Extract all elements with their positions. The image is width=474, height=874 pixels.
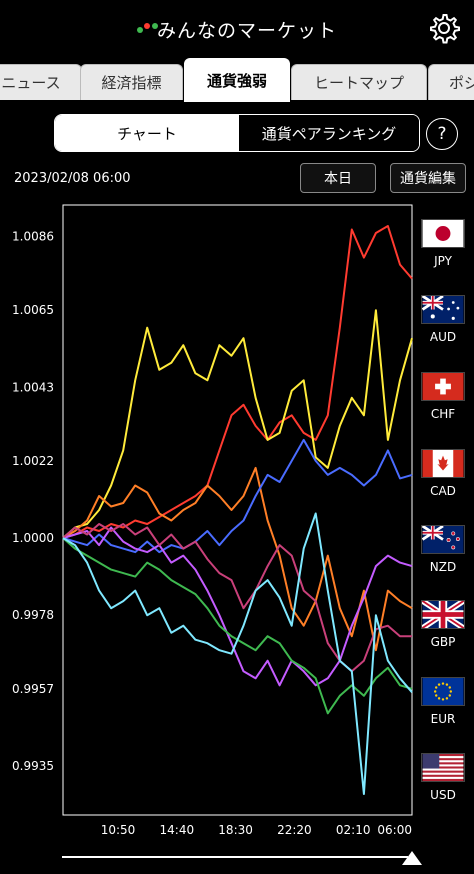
legend-item-gbp: GBP — [419, 600, 467, 649]
legend-item-jpy: JPY — [419, 219, 467, 268]
settings-gear-icon[interactable] — [428, 12, 460, 44]
time-range-slider[interactable] — [62, 848, 422, 866]
segment-chart[interactable]: チャート — [55, 115, 239, 151]
x-tick-label: 18:30 — [218, 823, 253, 837]
app-logo-icon — [137, 23, 158, 33]
flag-jpy-icon — [421, 219, 465, 248]
series-line-gbp — [62, 523, 412, 673]
legend-item-eur: EUR — [419, 677, 467, 726]
chart-datetime: 2023/02/08 06:00 — [14, 171, 131, 186]
series-line-aud — [62, 309, 413, 539]
legend-label: USD — [430, 788, 456, 802]
x-tick-label: 14:40 — [160, 823, 195, 837]
currency-strength-chart[interactable]: 1.0086 1.0065 1.0043 1.0022 1.0000 0.9978 0.99… — [0, 196, 420, 846]
legend-item-usd: USD — [419, 753, 467, 802]
segment-pair-ranking[interactable]: 通貨ペアランキング — [239, 115, 419, 151]
y-tick-label: 0.9978 — [12, 608, 54, 622]
legend-label: GBP — [430, 635, 456, 649]
flag-aud-icon — [421, 295, 465, 324]
legend-label: CAD — [430, 484, 456, 498]
legend-item-nzd: NZD — [419, 525, 467, 574]
y-tick-label: 1.0086 — [12, 230, 54, 244]
x-tick-label: 02:10 — [336, 823, 371, 837]
series-line-chf — [62, 466, 413, 652]
series-line-cad — [62, 438, 413, 554]
series-line-jpy — [62, 225, 413, 539]
help-button[interactable]: ? — [426, 118, 458, 150]
tab-news[interactable]: ニュース — [0, 64, 82, 100]
y-tick-label: 1.0000 — [12, 531, 54, 545]
legend-label: EUR — [430, 712, 456, 726]
series-line-usd — [62, 512, 413, 795]
app-header: みんなのマーケット — [0, 0, 474, 58]
legend-label: CHF — [430, 407, 456, 421]
legend-label: JPY — [434, 254, 452, 268]
y-tick-label: 0.9935 — [12, 759, 54, 773]
flag-gbp-icon — [421, 600, 465, 629]
tab-bar: ニュース 経済指標 通貨強弱 ヒートマップ ポジ — [0, 58, 474, 102]
legend-item-chf: CHF — [419, 372, 467, 421]
x-tick-label: 10:50 — [101, 823, 136, 837]
legend-item-aud: AUD — [419, 295, 467, 344]
edit-currencies-button[interactable]: 通貨編集 — [390, 163, 466, 193]
tab-economic-indicators[interactable]: 経済指標 — [80, 64, 183, 100]
y-tick-label: 0.9957 — [12, 682, 54, 696]
y-tick-label: 1.0065 — [12, 303, 54, 317]
tab-currency-strength[interactable]: 通貨強弱 — [184, 58, 290, 102]
view-segmented-control: チャート 通貨ペアランキング — [54, 114, 420, 152]
flag-chf-icon — [421, 372, 465, 401]
flag-nzd-icon — [421, 525, 465, 554]
flag-eur-icon — [421, 677, 465, 706]
plot-area — [62, 204, 413, 816]
flag-cad-icon — [421, 449, 465, 478]
legend-label: NZD — [429, 560, 457, 574]
legend-label: AUD — [429, 330, 457, 344]
today-button[interactable]: 本日 — [300, 163, 376, 193]
tab-heatmap[interactable]: ヒートマップ — [291, 64, 427, 100]
flag-usd-icon — [421, 753, 465, 782]
y-tick-label: 1.0043 — [12, 380, 54, 394]
legend-item-cad: CAD — [419, 449, 467, 498]
series-line-nzd — [62, 526, 413, 687]
app-title: みんなのマーケット — [156, 19, 337, 42]
slider-handle-icon — [402, 851, 422, 865]
y-tick-label: 1.0022 — [12, 454, 54, 468]
x-tick-label: 06:00 — [377, 823, 412, 837]
x-tick-label: 22:20 — [277, 823, 312, 837]
tab-position[interactable]: ポジ — [428, 64, 474, 100]
